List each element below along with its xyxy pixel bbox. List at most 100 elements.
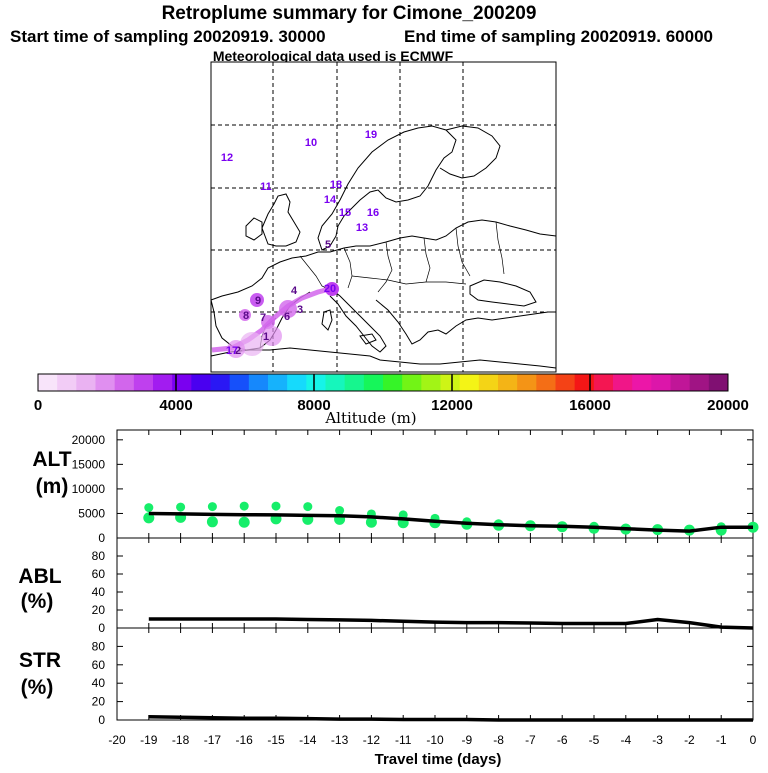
x-tick-label: -5	[589, 733, 600, 747]
x-tick-label: -7	[525, 733, 536, 747]
x-tick-label: -17	[204, 733, 222, 747]
colorbar-swatch	[114, 374, 135, 391]
cluster-label: 6	[284, 311, 290, 323]
start-time-label: Start time of sampling 20020919. 30000	[10, 27, 326, 46]
alt-y-tick-label: 0	[98, 531, 105, 545]
cluster-label: 5	[325, 239, 331, 251]
colorbar-swatch	[459, 374, 480, 391]
cluster-label: 10	[305, 137, 317, 149]
str-panel-label: STR	[19, 649, 61, 672]
str-y-tick-label: 20	[92, 695, 106, 709]
colorbar-swatch	[708, 374, 729, 391]
met-data-label: Meteorological data used is ECMWF	[213, 48, 454, 64]
abl-y-tick-label: 40	[92, 585, 106, 599]
alt-cluster-point	[206, 516, 218, 528]
colorbar-title: Altitude (m)	[324, 409, 416, 427]
colorbar-tick-label: 16000	[569, 397, 611, 414]
colorbar-swatch	[555, 374, 576, 391]
x-tick-label: -15	[267, 733, 285, 747]
colorbar-swatch	[689, 374, 710, 391]
colorbar-swatch	[517, 374, 537, 391]
colorbar-swatch	[651, 374, 671, 391]
cluster-label: 13	[356, 222, 368, 234]
alt-y-tick-label: 20000	[72, 433, 106, 447]
colorbar-swatch	[172, 374, 192, 391]
cluster-label: 9	[255, 295, 261, 307]
colorbar-frame	[37, 373, 729, 392]
cluster-label: 8	[243, 310, 249, 322]
colorbar-swatch	[153, 374, 173, 391]
colorbar-swatch	[383, 374, 403, 391]
colorbar-swatch	[536, 374, 556, 391]
str-y-tick-label: 40	[92, 676, 106, 690]
x-tick-label: -11	[395, 733, 412, 747]
colorbar-swatch	[191, 374, 211, 391]
alt-y-tick-label: 15000	[72, 457, 106, 471]
colorbar-swatch	[593, 374, 614, 391]
alt-panel-label: ALT	[32, 448, 71, 471]
alt-cluster-point	[176, 502, 186, 512]
colorbar-tick-label: 20000	[707, 397, 749, 414]
colorbar-swatch	[363, 374, 384, 391]
cluster-label: 19	[365, 129, 377, 141]
alt-cluster-point	[335, 506, 345, 516]
cluster-label: 16	[367, 207, 379, 219]
colorbar-swatch	[287, 374, 307, 391]
colorbar-swatch	[306, 374, 326, 391]
alt-cluster-point	[303, 502, 313, 512]
colorbar-swatch	[402, 374, 422, 391]
colorbar-swatch	[57, 374, 77, 391]
x-tick-label: -1	[716, 733, 727, 747]
str-panel: 0 20 40 60 80 STR (%)	[19, 627, 754, 727]
abl-panel: 0 20 40 60 80 ABL(%)	[18, 537, 754, 635]
x-tick-label: -13	[331, 733, 349, 747]
cluster-label: 15	[339, 207, 351, 219]
colorbar-swatch	[325, 374, 346, 391]
cluster-label: 11	[260, 181, 272, 193]
plume-track	[211, 282, 339, 358]
alt-cluster-point	[271, 501, 281, 511]
str-y-tick-label: 60	[92, 658, 106, 672]
colorbar-swatch	[440, 374, 461, 391]
abl-panel-unit: (%)	[21, 590, 54, 613]
str-mean-line	[148, 715, 753, 722]
alt-cluster-point	[144, 503, 154, 513]
alt-y-tick-label: 5000	[78, 506, 105, 520]
timeseries-panels: 05000100001500020000ALT(m)020406080ABL(%…	[18, 429, 759, 747]
x-tick-label: -2	[684, 733, 695, 747]
x-tick-label: -18	[172, 733, 190, 747]
colorbar-swatch	[574, 374, 595, 391]
cluster-label: 3	[297, 304, 303, 316]
colorbar-swatch	[95, 374, 116, 391]
abl-mean-line	[148, 617, 754, 630]
colorbar-swatch	[613, 374, 633, 391]
colorbar-tick-label: 4000	[159, 397, 192, 414]
x-tick-label: -8	[493, 733, 504, 747]
colorbar-swatch	[229, 374, 250, 391]
map-coastlines	[210, 125, 557, 369]
abl-panel-label: ABL	[18, 565, 61, 588]
x-tick-label: -20	[108, 733, 126, 747]
cluster-label: 4	[291, 285, 298, 297]
abl-y-tick-label: 20	[92, 603, 106, 617]
alt-cluster-point	[238, 516, 250, 528]
str-panel-unit: (%)	[21, 676, 54, 699]
map-graticule	[211, 62, 556, 372]
abl-frame	[116, 537, 754, 629]
colorbar-swatch	[344, 374, 365, 391]
x-tick-label: -3	[652, 733, 663, 747]
end-time-label: End time of sampling 20020919. 60000	[404, 27, 713, 46]
alt-y-tick-label: 10000	[72, 482, 106, 496]
x-tick-label: -4	[620, 733, 631, 747]
cluster-label: 2	[235, 345, 241, 357]
x-tick-label: -19	[140, 733, 158, 747]
colorbar-swatch	[38, 374, 58, 391]
colorbar-swatch	[268, 374, 288, 391]
x-tick-label: -12	[363, 733, 381, 747]
colorbar-swatch	[248, 374, 269, 391]
colorbar-swatch	[670, 374, 691, 391]
alt-cluster-point	[239, 501, 249, 511]
colorbar-tick-label: 8000	[297, 397, 330, 414]
x-axis-label: Travel time (days)	[375, 751, 502, 768]
